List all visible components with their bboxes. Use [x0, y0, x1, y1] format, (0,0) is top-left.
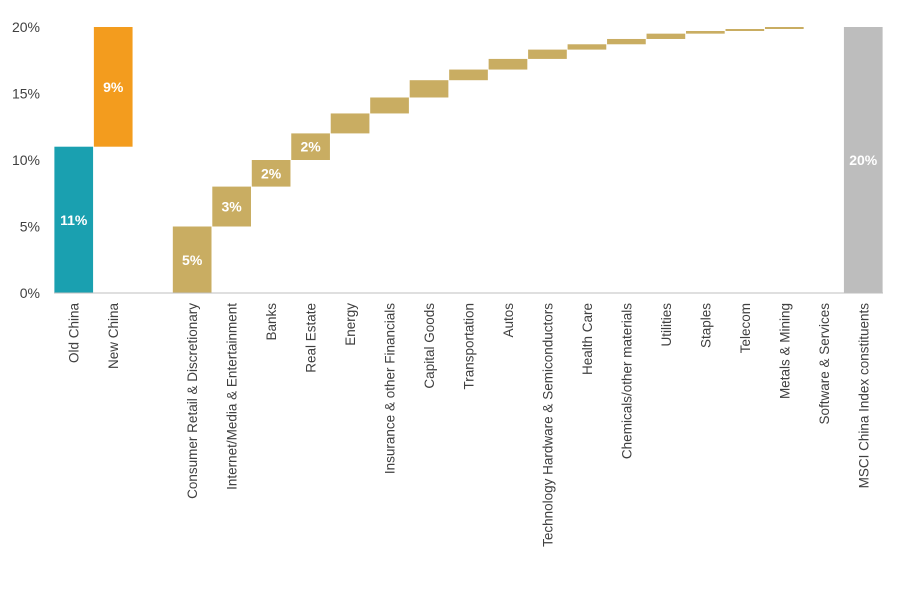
category-label: Consumer Retail & Discretionary	[185, 303, 200, 499]
category-label: Utilities	[659, 303, 674, 347]
category-label: Autos	[501, 303, 516, 338]
data-label: 2%	[300, 139, 321, 155]
category-label: New China	[106, 303, 121, 370]
category-label: Banks	[264, 303, 279, 341]
category-label: Real Estate	[304, 303, 319, 373]
bar	[567, 44, 607, 50]
data-label: 2%	[261, 165, 282, 181]
category-label: Telecom	[738, 303, 753, 353]
bar	[370, 97, 409, 114]
category-label: Insurance & other Financials	[383, 303, 398, 474]
data-label: 5%	[182, 252, 203, 268]
bar	[528, 49, 567, 59]
bar	[93, 27, 133, 147]
bar	[607, 38, 646, 45]
bar	[291, 133, 330, 160]
data-label: 20%	[849, 152, 878, 168]
bar	[330, 113, 370, 134]
bar	[449, 69, 488, 81]
bar	[251, 160, 291, 187]
category-label: Staples	[698, 303, 713, 348]
y-tick-label: 20%	[12, 19, 40, 35]
category-label: Technology Hardware & Semiconductors	[540, 303, 555, 547]
category-label: Software & Services	[817, 303, 832, 425]
y-tick-label: 15%	[12, 86, 40, 102]
category-label: Internet/Media & Entertainment	[225, 303, 240, 490]
data-label: 9%	[103, 79, 124, 95]
bar	[488, 58, 528, 70]
data-label: 11%	[60, 212, 88, 228]
category-label: Old China	[67, 303, 82, 364]
category-label: MSCI China Index constituents	[856, 303, 871, 489]
category-label: Capital Goods	[422, 303, 437, 389]
bar	[212, 186, 251, 227]
bar	[172, 226, 212, 293]
category-label: Chemicals/other materials	[619, 303, 634, 459]
y-tick-label: 5%	[20, 219, 40, 235]
category-label: Metals & Mining	[777, 303, 792, 399]
y-tick-label: 0%	[20, 285, 40, 301]
bar	[725, 29, 765, 31]
bar	[764, 27, 804, 29]
category-label: Energy	[343, 303, 358, 346]
category-label: Health Care	[580, 303, 595, 375]
bar	[54, 146, 94, 293]
bar	[686, 30, 725, 34]
data-label: 3%	[222, 199, 243, 215]
y-tick-label: 10%	[12, 152, 40, 168]
bar	[843, 27, 883, 293]
category-label: Transportation	[462, 303, 477, 390]
bar	[409, 80, 449, 98]
bar	[646, 33, 686, 39]
